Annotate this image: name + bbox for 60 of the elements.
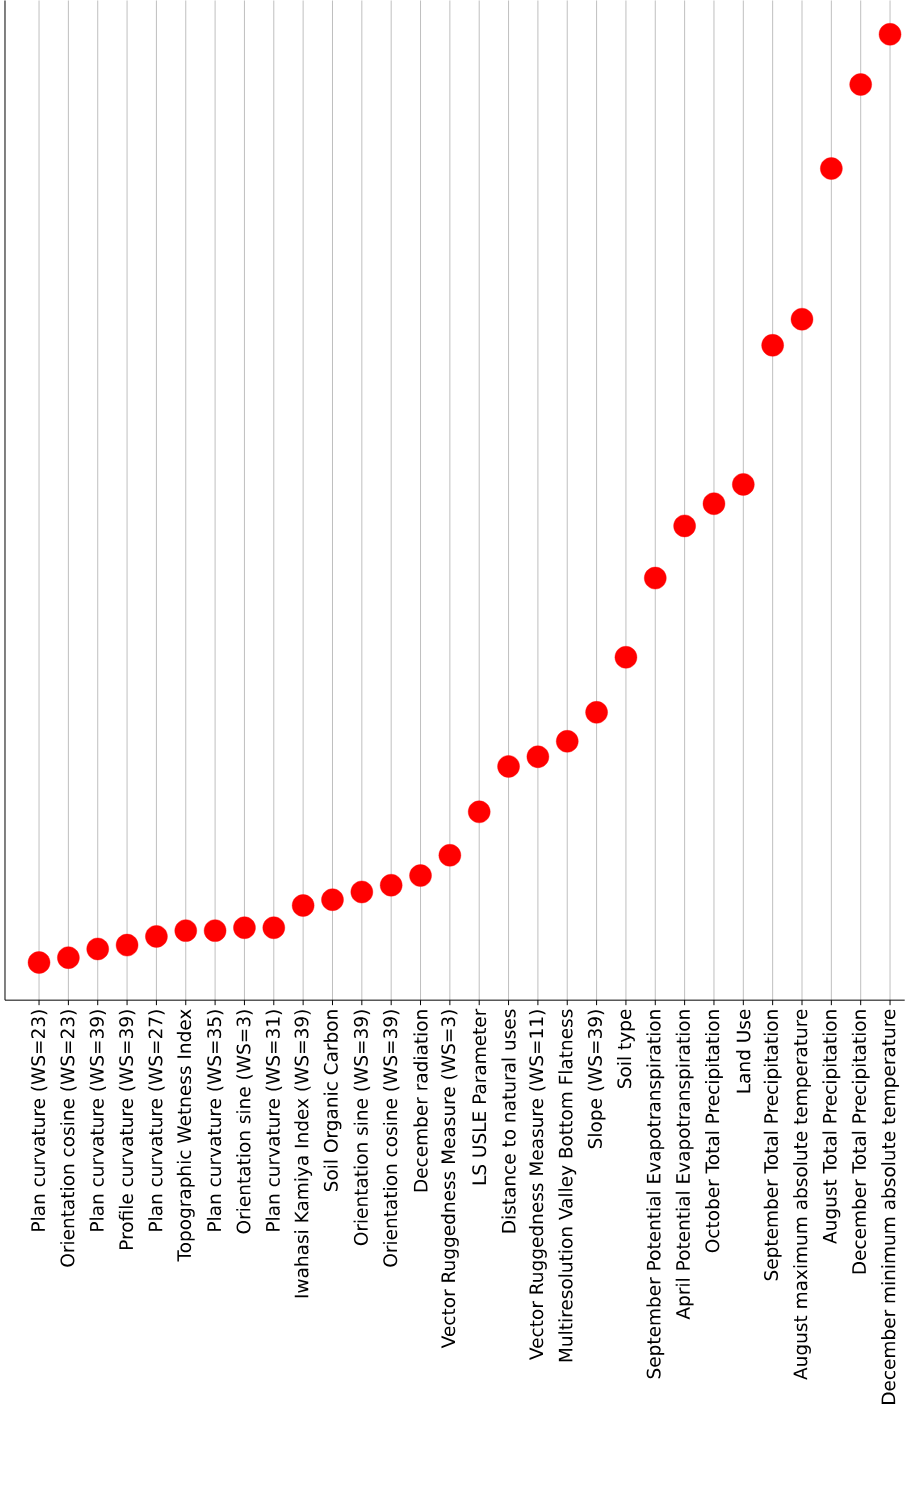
x-tick-label: Slope (WS=39) (587, 1010, 606, 1149)
point (673, 514, 696, 538)
point (292, 894, 315, 917)
point (849, 73, 873, 96)
x-tick-label: Vector Ruggedness Measure (WS=11) (529, 1010, 547, 1360)
x-tick-label: Land Use (736, 1009, 751, 1093)
x-tick-label: Plan curvature (WS=23) (30, 1010, 48, 1231)
point (526, 745, 550, 768)
x-tick-label: Plan curvature (WS=35) (207, 1010, 224, 1231)
point (644, 566, 667, 590)
x-tick-label: Multiresolution Valley Bottom Flatness (558, 1009, 577, 1362)
x-tick-label: Profile curvature (WS=39) (118, 1010, 136, 1249)
point (145, 925, 168, 948)
x-tick-label: Soil Organic Carbon (323, 1010, 342, 1192)
x-tick-label: April Potential Evapotranspiration (675, 1010, 694, 1320)
x-tick-label: Plan curvature (WS=27) (148, 1010, 165, 1231)
x-tick-label: Iwahasi Kamiya Index (WS=39) (294, 1010, 313, 1298)
point (174, 919, 198, 942)
point (233, 916, 256, 939)
point (262, 916, 286, 939)
point (321, 888, 344, 911)
x-tick-label: October Total Precipitation (705, 1010, 724, 1253)
point (116, 933, 139, 957)
point (879, 23, 902, 46)
point (497, 755, 520, 778)
x-tick-label: September Potential Evapotranspiration (646, 1010, 665, 1379)
point (57, 946, 80, 969)
point (409, 864, 432, 887)
point (585, 701, 608, 724)
point (732, 473, 755, 496)
x-tick-label: September Total Precipitation (763, 1010, 782, 1281)
point (438, 844, 462, 867)
x-tick-label: December minimum absolute temperature (881, 1009, 900, 1404)
point (614, 646, 638, 669)
point (556, 730, 579, 753)
point (761, 334, 785, 357)
point (204, 919, 227, 942)
point (468, 800, 491, 824)
point (380, 874, 403, 897)
x-tick-label: Plan curvature (WS=39) (89, 1010, 107, 1231)
point (86, 937, 110, 961)
point (820, 157, 843, 180)
x-tick-label: Distance to natural uses (501, 1009, 516, 1233)
x-tick-label: Plan curvature (WS=31) (265, 1010, 283, 1231)
point (28, 951, 51, 974)
point (702, 492, 726, 515)
x-tick-label: Vector Ruggedness Measure (WS=3) (441, 1010, 459, 1349)
x-tick-label: December Total Precipitation (851, 1010, 870, 1274)
x-tick-label: Orientation cosine (WS=23) (60, 1010, 77, 1267)
point (790, 308, 814, 331)
x-tick-label: Topographic Wetness Index (176, 1009, 195, 1262)
x-tick-label: Orientation sine (WS=39) (353, 1010, 371, 1246)
x-tick-label: Orientation sine (WS=3) (236, 1010, 253, 1234)
x-tick-label: Soil type (617, 1009, 636, 1088)
x-tick-label: August maximum absolute temperature (793, 1009, 812, 1380)
x-tick-label: Orientation cosine (WS=39) (383, 1010, 400, 1267)
x-tick-label: LS USLE Parameter (472, 1008, 487, 1185)
point (350, 880, 374, 904)
x-tick-label: August Total Precipitation (822, 1010, 841, 1244)
x-tick-label: December radiation (413, 1010, 428, 1192)
